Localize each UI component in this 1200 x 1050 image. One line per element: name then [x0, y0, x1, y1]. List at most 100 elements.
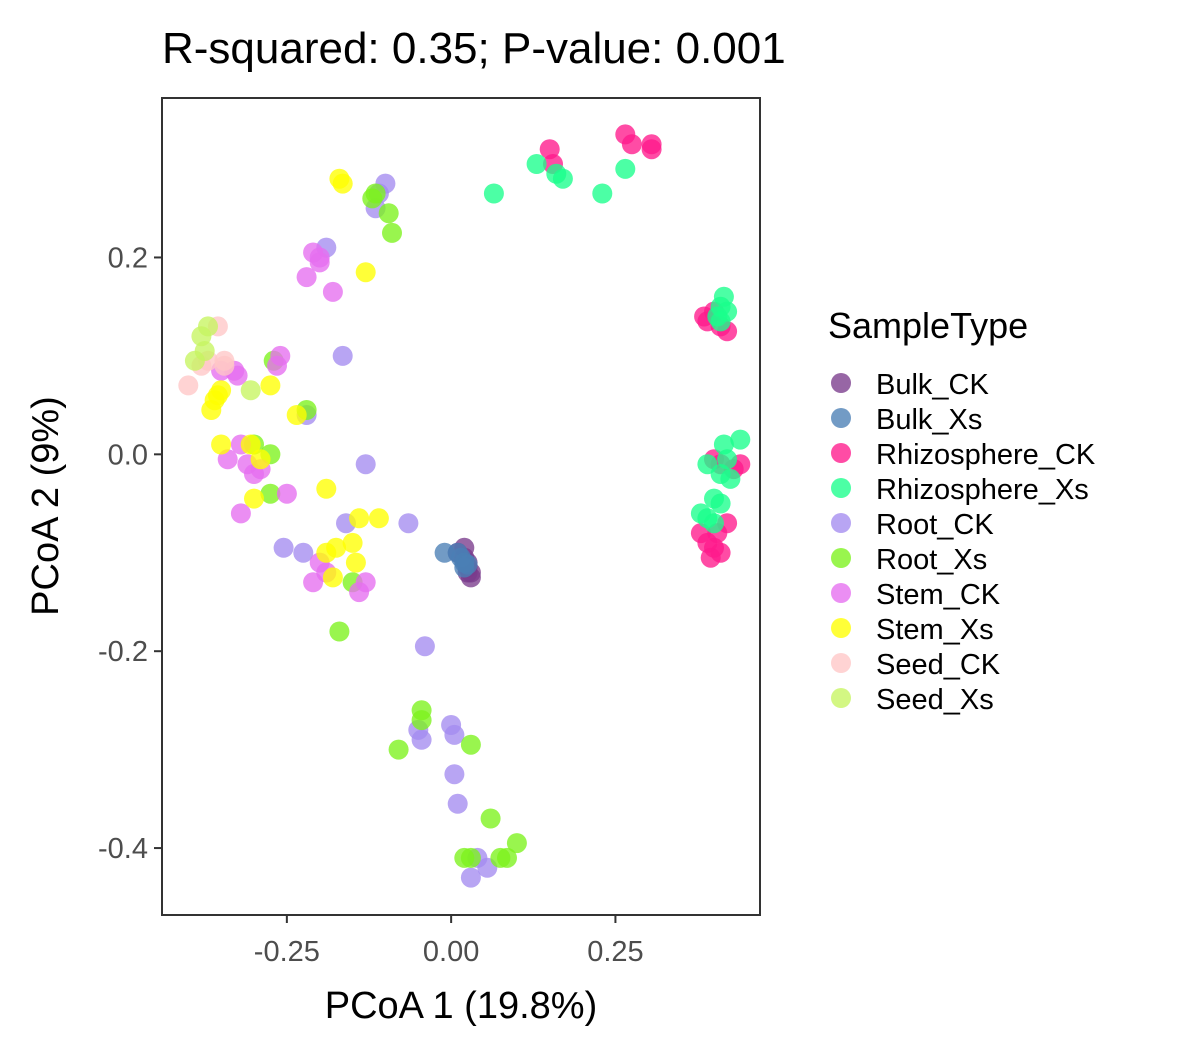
legend-key [831, 688, 851, 708]
legend-title: SampleType [828, 305, 1028, 346]
legend-key [831, 583, 851, 603]
data-point [460, 867, 481, 888]
data-point [260, 483, 281, 504]
x-tick-label: 0.25 [587, 936, 643, 968]
data-point [378, 203, 399, 224]
legend-label: Seed_Xs [876, 684, 994, 716]
x-tick-label: 0.00 [423, 936, 479, 968]
legend-items: Bulk_CKBulk_XsRhizosphere_CKRhizosphere_… [831, 369, 1096, 716]
data-point [526, 154, 547, 174]
data-point [184, 350, 205, 371]
data-point [398, 513, 419, 534]
legend: SampleType Bulk_CKBulk_XsRhizosphere_CKR… [828, 305, 1096, 716]
data-point [342, 532, 363, 553]
data-point [345, 552, 366, 573]
y-axis-title: PCoA 2 (9%) [25, 396, 67, 616]
legend-item-seed-ck: Seed_CK [831, 649, 1001, 681]
data-point [296, 267, 317, 288]
y-axis-ticks: -0.4 -0.2 0.0 0.2 [98, 242, 162, 865]
points-layer [178, 124, 751, 888]
data-point [621, 134, 642, 155]
legend-key [831, 408, 851, 428]
legend-label: Bulk_Xs [876, 404, 982, 436]
x-tick-label: -0.25 [254, 936, 320, 968]
data-point [230, 503, 251, 524]
data-point [240, 380, 261, 401]
data-point [700, 547, 721, 568]
data-point [460, 734, 481, 755]
y-tick-label: 0.0 [108, 439, 148, 471]
data-point [329, 621, 350, 642]
legend-label: Rhizosphere_CK [876, 439, 1096, 471]
legend-item-rhizosphere-ck: Rhizosphere_CK [831, 439, 1096, 471]
data-point [444, 724, 465, 745]
data-point [368, 508, 389, 529]
series-rhizosphere-xs [483, 154, 751, 534]
legend-key [831, 513, 851, 533]
x-axis-title: PCoA 1 (19.8%) [325, 985, 597, 1027]
legend-label: Stem_Xs [876, 614, 994, 646]
data-point [552, 168, 573, 189]
data-point [316, 542, 337, 563]
legend-key [831, 443, 851, 463]
legend-label: Seed_CK [876, 649, 1001, 681]
legend-item-bulk-xs: Bulk_Xs [831, 404, 982, 436]
y-tick-label: 0.2 [108, 242, 148, 274]
legend-item-root-xs: Root_Xs [831, 544, 987, 576]
chart-title: R-squared: 0.35; P-value: 0.001 [162, 24, 786, 73]
legend-item-stem-ck: Stem_CK [831, 579, 1001, 611]
y-tick-label: -0.2 [98, 636, 148, 668]
legend-item-stem-xs: Stem_Xs [831, 614, 994, 646]
data-point [641, 139, 662, 160]
data-point [730, 429, 751, 450]
legend-item-rhizosphere-xs: Rhizosphere_Xs [831, 474, 1089, 506]
data-point [490, 847, 511, 868]
data-point [276, 483, 297, 504]
data-point [710, 493, 731, 514]
data-point [250, 449, 271, 470]
data-point [332, 173, 353, 194]
data-point [260, 375, 281, 396]
data-point [411, 710, 432, 731]
data-point [411, 729, 432, 750]
legend-label: Root_Xs [876, 544, 987, 576]
y-tick-label: -0.4 [98, 833, 148, 865]
data-point [214, 350, 235, 371]
data-point [704, 513, 724, 534]
series-seed-xs [184, 316, 261, 401]
data-point [382, 222, 402, 243]
data-point [244, 488, 264, 509]
data-point [322, 281, 343, 302]
data-point [322, 567, 343, 588]
data-point [615, 158, 636, 179]
series-bulk-xs [434, 542, 478, 578]
data-point [414, 636, 435, 657]
legend-item-root-ck: Root_CK [831, 509, 994, 541]
data-point [720, 468, 741, 489]
data-point [480, 808, 501, 829]
legend-key [831, 653, 851, 673]
data-point [447, 793, 468, 814]
data-point [592, 183, 613, 204]
data-point [444, 764, 465, 785]
legend-key [831, 478, 851, 498]
legend-key [831, 548, 851, 568]
data-point [201, 400, 222, 420]
data-point [273, 537, 294, 558]
data-point [388, 739, 409, 760]
x-axis-ticks: -0.25 0.00 0.25 [254, 915, 644, 968]
data-point [457, 554, 478, 575]
series-root-xs [244, 183, 527, 868]
data-point [710, 311, 731, 332]
legend-item-bulk-ck: Bulk_CK [831, 369, 989, 401]
plot-panel-border [161, 97, 761, 916]
data-point [293, 542, 314, 563]
data-point [316, 478, 337, 499]
data-point [355, 262, 376, 283]
legend-item-seed-xs: Seed_Xs [831, 684, 994, 716]
legend-key [831, 618, 851, 638]
data-point [460, 847, 481, 868]
data-point [178, 375, 199, 396]
legend-label: Bulk_CK [876, 369, 989, 401]
